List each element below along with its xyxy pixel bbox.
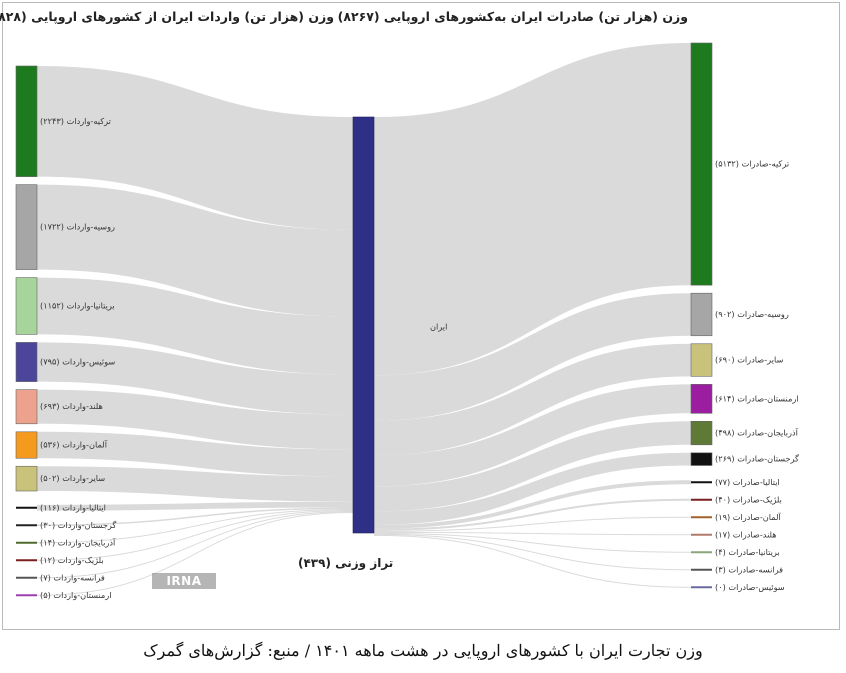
export-node-label: ترکیه-صادرات (۵۱۳۲) bbox=[715, 159, 789, 169]
imports-title: وزن (هزار تن) واردات ایران از کشورهای ار… bbox=[0, 9, 334, 24]
export-node-label: آذربایجان-صادرات (۴۹۸) bbox=[715, 428, 799, 438]
export-link bbox=[374, 293, 691, 421]
export-node bbox=[691, 516, 712, 519]
sankey-chart: ترکیه-واردات (۲۲۴۳) روسیه-واردات (۱۷۲۲) بر… bbox=[15, 42, 799, 600]
export-node bbox=[690, 421, 713, 446]
center-node-iran bbox=[352, 116, 375, 534]
import-link bbox=[37, 501, 353, 511]
export-node-label: هلند-صادرات (۱۷) bbox=[715, 529, 777, 539]
export-node bbox=[690, 384, 713, 414]
export-link bbox=[374, 533, 691, 571]
import-node-label: بلژیک-واردات (۱۲) bbox=[40, 555, 104, 565]
export-node bbox=[690, 42, 713, 286]
export-node-label: بریتانیا-صادرات (۴) bbox=[715, 547, 780, 557]
import-link bbox=[37, 66, 353, 230]
sankey-nodes bbox=[15, 42, 713, 597]
export-node bbox=[691, 498, 712, 501]
import-link bbox=[37, 511, 353, 579]
import-node bbox=[15, 65, 38, 177]
import-node bbox=[16, 559, 37, 562]
import-link bbox=[37, 431, 353, 477]
export-node bbox=[691, 586, 712, 589]
import-link bbox=[37, 509, 353, 544]
import-node-label: هلند-واردات (۶۹۳) bbox=[40, 401, 103, 411]
export-node-label: روسیه-صادرات (۹۰۲) bbox=[715, 309, 789, 319]
export-node bbox=[690, 292, 713, 337]
export-link bbox=[374, 532, 691, 553]
import-node-label: فرانسه-واردات (۷) bbox=[40, 572, 105, 582]
import-node-label: سایر-واردات (۵۰۲) bbox=[40, 473, 105, 483]
export-link bbox=[374, 452, 691, 525]
export-node-label: ایتالیا-صادرات (۷۷) bbox=[715, 477, 780, 487]
export-node-label: سایر-صادرات (۶۹۰) bbox=[715, 355, 783, 365]
export-link bbox=[374, 516, 691, 532]
import-link bbox=[37, 389, 353, 450]
export-node-label: سوئیس-صادرات (۰) bbox=[715, 582, 785, 592]
export-node bbox=[691, 533, 712, 536]
import-link bbox=[37, 342, 353, 415]
export-node-label: گرجستان-صادرات (۲۶۹) bbox=[715, 454, 799, 464]
export-link bbox=[374, 534, 691, 588]
import-node-label: بریتانیا-واردات (۱۱۵۲) bbox=[40, 300, 115, 310]
export-link bbox=[374, 498, 691, 531]
import-node bbox=[16, 541, 37, 544]
export-link bbox=[374, 343, 691, 456]
import-link bbox=[37, 512, 353, 596]
import-node-label: سوئیس-واردات (۷۹۵) bbox=[40, 357, 115, 367]
import-node bbox=[16, 506, 37, 509]
import-node bbox=[15, 342, 38, 382]
exports-title: وزن (هزار تن) صادرات ایران به‌کشورهای ار… bbox=[337, 9, 688, 24]
center-node-label: ایران bbox=[430, 322, 447, 332]
import-node-label: آذربایجان-واردات (۱۴) bbox=[40, 537, 116, 547]
import-node bbox=[16, 576, 37, 579]
import-node bbox=[16, 524, 37, 527]
import-link bbox=[37, 184, 353, 317]
import-node bbox=[16, 594, 37, 597]
import-link bbox=[37, 277, 353, 375]
balance-label: تراز وزنی (۴۳۹) bbox=[298, 556, 394, 570]
import-node-label: گرجستان-واردات (۳۰) bbox=[40, 520, 116, 530]
export-node bbox=[691, 551, 712, 554]
export-link bbox=[374, 43, 691, 376]
sankey-labels: ترکیه-واردات (۲۲۴۳) روسیه-واردات (۱۷۲۲) بر… bbox=[40, 116, 799, 600]
import-node bbox=[15, 184, 38, 270]
import-node bbox=[15, 431, 38, 459]
export-node bbox=[691, 481, 712, 484]
irna-watermark: IRNA bbox=[152, 573, 216, 589]
export-node-label: ارمنستان-صادرات (۶۱۴) bbox=[715, 393, 799, 403]
import-node-label: روسیه-واردات (۱۷۲۲) bbox=[40, 222, 115, 232]
import-node bbox=[15, 277, 38, 335]
import-node-label: ایتالیا-واردات (۱۱۶) bbox=[40, 502, 106, 512]
import-node-label: ارمنستان-واردات (۵) bbox=[40, 590, 112, 600]
export-node-label: بلژیک-صادرات (۴۰) bbox=[715, 494, 782, 504]
import-node-label: آلمان-واردات (۵۳۶) bbox=[40, 440, 108, 450]
export-link bbox=[374, 480, 691, 529]
export-node bbox=[690, 452, 713, 466]
export-node bbox=[690, 343, 713, 377]
export-node bbox=[691, 568, 712, 571]
export-link bbox=[374, 421, 691, 512]
export-node-label: آلمان-صادرات (۱۹) bbox=[715, 512, 782, 522]
export-link bbox=[374, 384, 691, 487]
export-node-label: فرانسه-صادرات (۳) bbox=[715, 564, 783, 574]
export-link bbox=[374, 531, 691, 536]
import-link bbox=[37, 510, 353, 561]
import-node bbox=[15, 389, 38, 425]
import-node-label: ترکیه-واردات (۲۲۴۳) bbox=[40, 116, 111, 126]
import-node bbox=[15, 465, 38, 492]
import-link bbox=[37, 466, 353, 502]
sankey-links bbox=[37, 43, 691, 596]
import-link bbox=[37, 507, 353, 527]
caption: وزن تجارت ایران با کشورهای اروپایی در هش… bbox=[143, 641, 703, 660]
